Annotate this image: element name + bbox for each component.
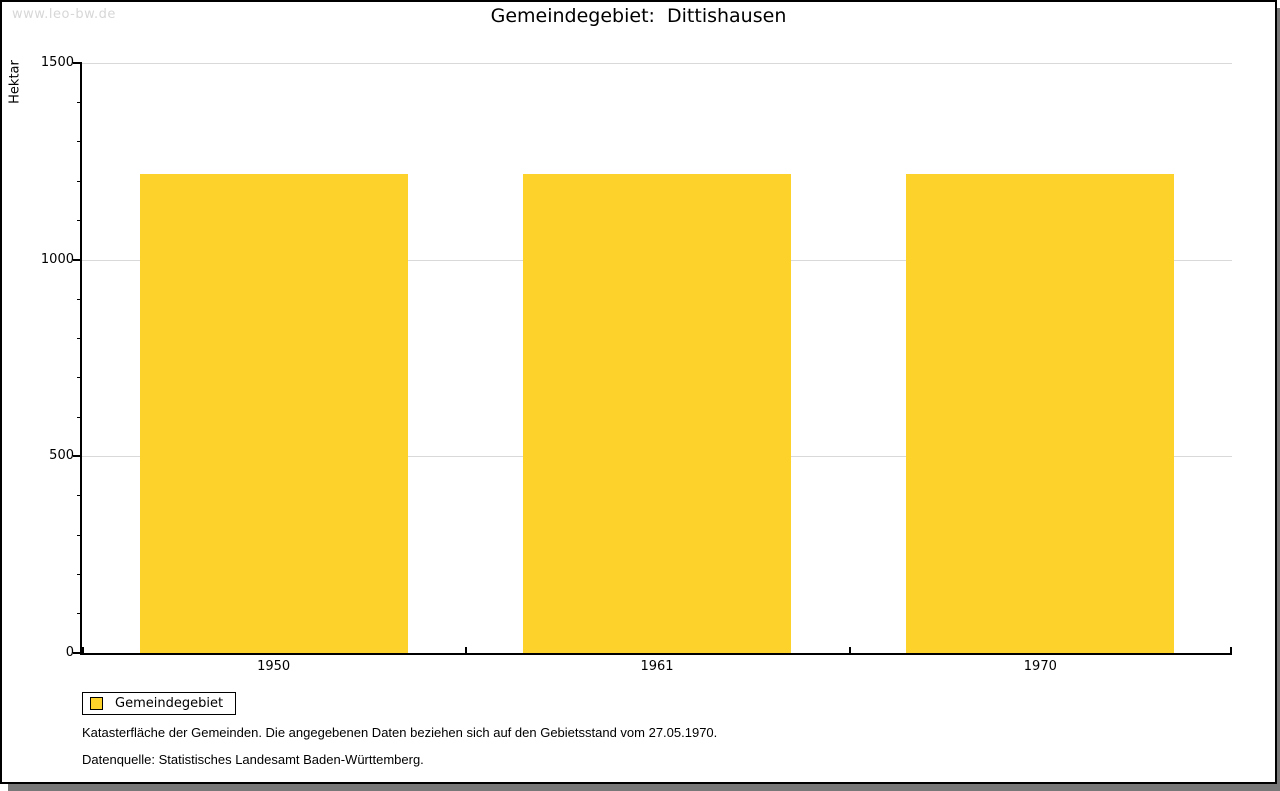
y-major-tick-1000 (73, 258, 82, 261)
bar-1970 (906, 173, 1175, 653)
y-major-tick-0 (73, 652, 82, 654)
y-minor-tick (77, 416, 82, 418)
x-axis-line (80, 653, 1232, 655)
watermark: www.leo-bw.de (12, 7, 116, 22)
y-minor-tick (77, 573, 82, 575)
x-tick-label-1950: 1950 (257, 659, 291, 674)
y-tick-label-500: 500 (49, 448, 74, 464)
x-tick-label-1961: 1961 (640, 659, 674, 674)
y-major-tick-1500 (73, 62, 82, 64)
y-minor-tick (77, 534, 82, 536)
y-minor-tick (77, 613, 82, 615)
y-minor-tick (77, 337, 82, 339)
y-tick-label-0: 0 (65, 645, 74, 660)
footnote-data-description: Katasterfläche der Gemeinden. Die angege… (82, 725, 718, 740)
y-minor-tick (77, 101, 82, 103)
y-tick-label-1500: 1500 (40, 55, 74, 70)
legend-label: Gemeindegebiet (115, 696, 224, 711)
x-boundary-tick (465, 647, 468, 653)
legend-swatch-gemeindegebiet (90, 697, 103, 710)
x-boundary-tick (1230, 647, 1232, 653)
y-minor-tick (77, 495, 82, 497)
bar-1961 (523, 173, 791, 653)
x-tick-label-1970: 1970 (1023, 659, 1057, 674)
x-boundary-tick (82, 647, 84, 653)
chart-title: Gemeindegebiet: Dittishausen (490, 5, 787, 27)
legend: Gemeindegebiet (82, 692, 237, 715)
y-minor-tick (77, 180, 82, 182)
y-minor-tick (77, 219, 82, 221)
bar-1950 (139, 173, 408, 653)
y-tick-label-1000: 1000 (40, 251, 74, 267)
gridline-1500 (82, 63, 1232, 64)
y-axis-line (80, 63, 82, 655)
footnote-data-source: Datenquelle: Statistisches Landesamt Bad… (82, 752, 424, 767)
y-minor-tick (77, 141, 82, 143)
x-boundary-tick (848, 647, 851, 653)
y-minor-tick (77, 377, 82, 379)
y-minor-tick (77, 298, 82, 300)
y-major-tick-500 (73, 455, 82, 458)
plot-area: 1950 1961 1970 0 500 1000 1500 (41, 55, 1232, 674)
